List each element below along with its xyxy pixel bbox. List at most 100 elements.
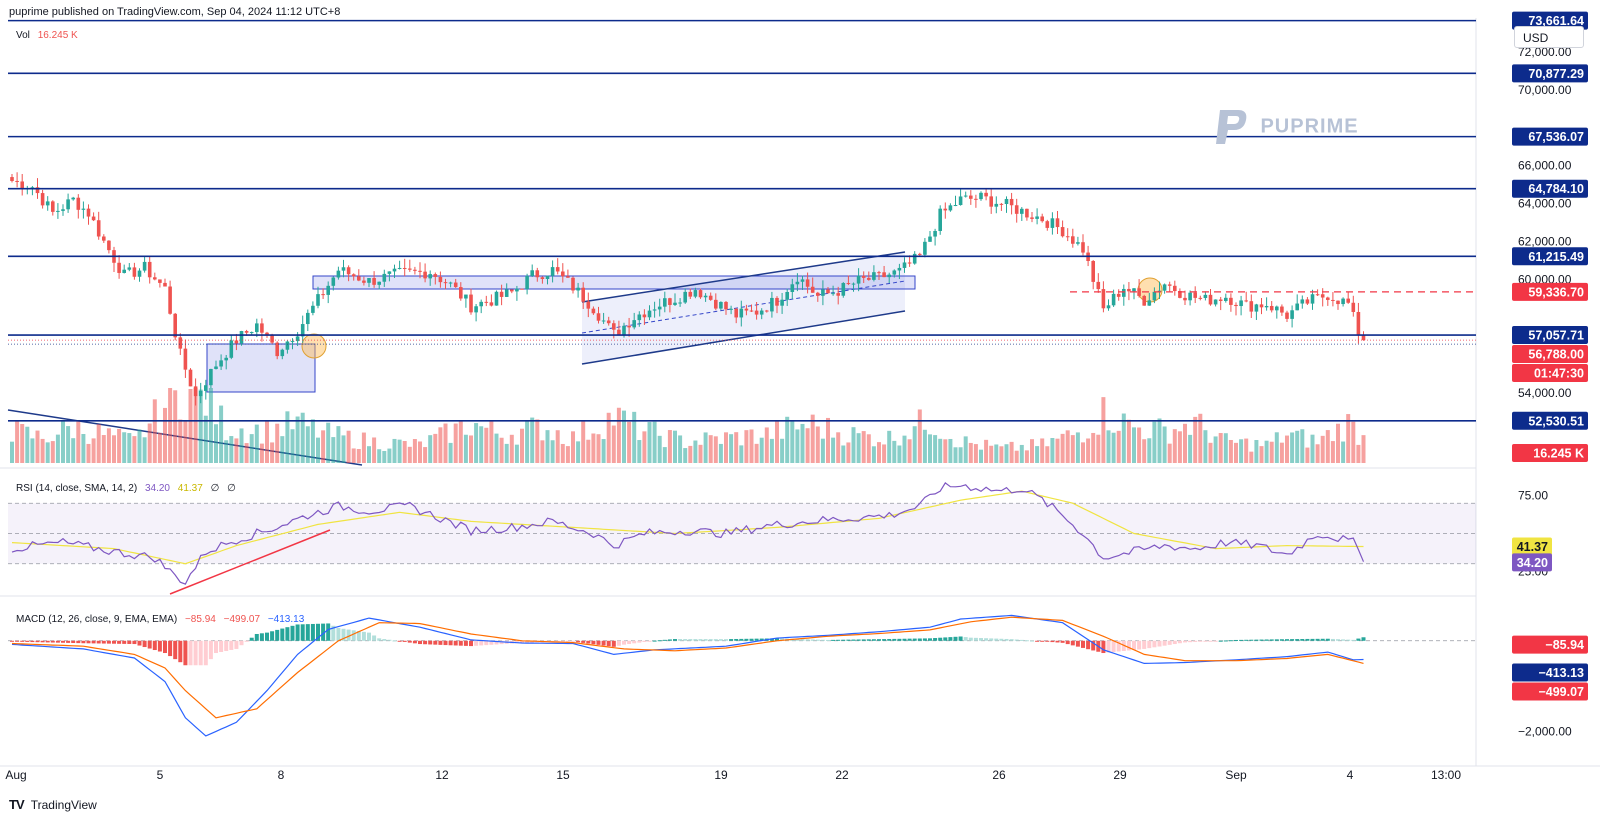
candle-body: [627, 325, 631, 328]
volume-bar: [525, 421, 530, 463]
candle-body: [525, 275, 529, 290]
macd-histogram-legend-value: −85.94: [184, 614, 216, 625]
macd-histogram-bar: [703, 639, 708, 641]
volume-bar: [922, 429, 927, 463]
macd-histogram-bar: [321, 623, 326, 641]
macd-histogram-bar: [1116, 640, 1121, 652]
macd-histogram-bar: [219, 640, 224, 652]
rsi-legend[interactable]: RSI (14, close, SMA, 14, 2) 34.20 41.37 …: [16, 483, 236, 494]
macd-histogram-bar: [484, 640, 489, 646]
candle-body: [642, 314, 647, 318]
volume-bar: [489, 420, 494, 463]
volume-bar: [540, 440, 545, 463]
volume-bar: [1106, 430, 1111, 463]
macd-histogram-bar: [1075, 640, 1080, 647]
volume-bar: [193, 388, 198, 463]
candle-body: [759, 310, 764, 315]
candle-body: [484, 301, 489, 303]
volume-bar: [1101, 397, 1106, 463]
macd-histogram-bar: [1162, 640, 1167, 646]
volume-bar: [642, 431, 647, 463]
macd-histogram-bar: [356, 631, 361, 641]
macd-histogram-bar: [591, 640, 596, 645]
candle-body: [66, 199, 70, 210]
volume-bar: [407, 446, 412, 463]
candle-body: [1173, 285, 1177, 292]
macd-histogram-bar: [1060, 640, 1065, 643]
volume-legend[interactable]: Vol 16.245 K: [16, 30, 78, 41]
candle-body: [1290, 310, 1294, 319]
candle-body: [663, 298, 667, 307]
volume-bar: [861, 431, 866, 463]
volume-bar: [275, 423, 280, 463]
candle-body: [571, 277, 575, 291]
candle-body: [754, 310, 759, 315]
macd-histogram-bar: [382, 639, 387, 641]
price-badge-label: 59,336.70: [1528, 285, 1584, 299]
candle-body: [734, 308, 738, 318]
candle-body: [372, 277, 376, 285]
macd-histogram-bar: [1203, 640, 1208, 642]
volume-bar: [979, 449, 983, 463]
macd-histogram-bar: [1239, 639, 1244, 641]
macd-histogram-bar: [1101, 640, 1106, 654]
resistance-zone: [312, 275, 916, 290]
macd-legend[interactable]: MACD (12, 26, close, 9, EMA, EMA) −85.94…: [16, 614, 304, 625]
volume-bar: [1024, 450, 1029, 463]
rejection-marker: [1137, 277, 1163, 303]
volume-bar: [1126, 419, 1131, 463]
candle-body: [867, 277, 871, 280]
macd-histogram-bar: [683, 639, 688, 641]
grid-layer: [0, 18, 1600, 767]
volume-bar: [1290, 432, 1295, 463]
macd-histogram-bar: [61, 640, 65, 643]
volume-bar: [198, 389, 203, 463]
macd-histogram-bar: [178, 640, 183, 663]
candle-body: [1183, 297, 1187, 301]
volume-bar: [203, 415, 208, 463]
volume-bar: [1157, 418, 1162, 463]
candle-body: [749, 310, 754, 312]
candle-body: [127, 267, 132, 270]
candle-body: [1259, 304, 1264, 308]
volume-bar: [66, 426, 71, 463]
volume-bar: [749, 429, 754, 463]
macd-histogram-bar: [581, 640, 586, 643]
candle-body: [606, 320, 611, 324]
candle-body: [428, 274, 432, 279]
volume-bar: [372, 437, 377, 463]
tradingview-footer[interactable]: TV TradingView: [9, 797, 97, 812]
macd-histogram-bar: [1167, 640, 1172, 645]
candle-body: [596, 313, 601, 321]
volume-bar: [443, 423, 448, 463]
candle-body: [826, 289, 830, 294]
candle-body: [402, 267, 407, 269]
macd-histogram-bar: [499, 640, 504, 645]
rsi-legend-value: 34.20: [144, 483, 170, 494]
currency-selector[interactable]: USD: [1514, 26, 1584, 48]
candle-body: [907, 262, 912, 264]
macd-histogram-bar: [1244, 639, 1249, 641]
macd-histogram-bar: [280, 628, 285, 641]
candle-body: [999, 203, 1004, 205]
candle-body: [453, 282, 458, 288]
price-badge-label: 67,536.07: [1528, 130, 1584, 144]
candle-body: [275, 342, 279, 357]
candle-body: [683, 291, 687, 303]
candle-body: [795, 281, 800, 285]
macd-histogram-bar: [693, 639, 698, 641]
candle-body: [443, 282, 448, 284]
volume-bar: [1239, 439, 1244, 463]
macd-histogram-bar: [122, 640, 127, 644]
candle-body: [591, 308, 596, 314]
macd-histogram-bar: [979, 638, 983, 641]
macd-histogram-bar: [351, 630, 356, 641]
macd-histogram-bar: [724, 639, 728, 641]
candle-body: [1264, 305, 1269, 308]
macd-histogram-bar: [1310, 638, 1315, 641]
volume-bar: [596, 434, 601, 463]
macd-histogram-bar: [1132, 640, 1136, 650]
volume-bar: [1183, 423, 1187, 463]
macd-histogram-bar: [127, 640, 132, 644]
